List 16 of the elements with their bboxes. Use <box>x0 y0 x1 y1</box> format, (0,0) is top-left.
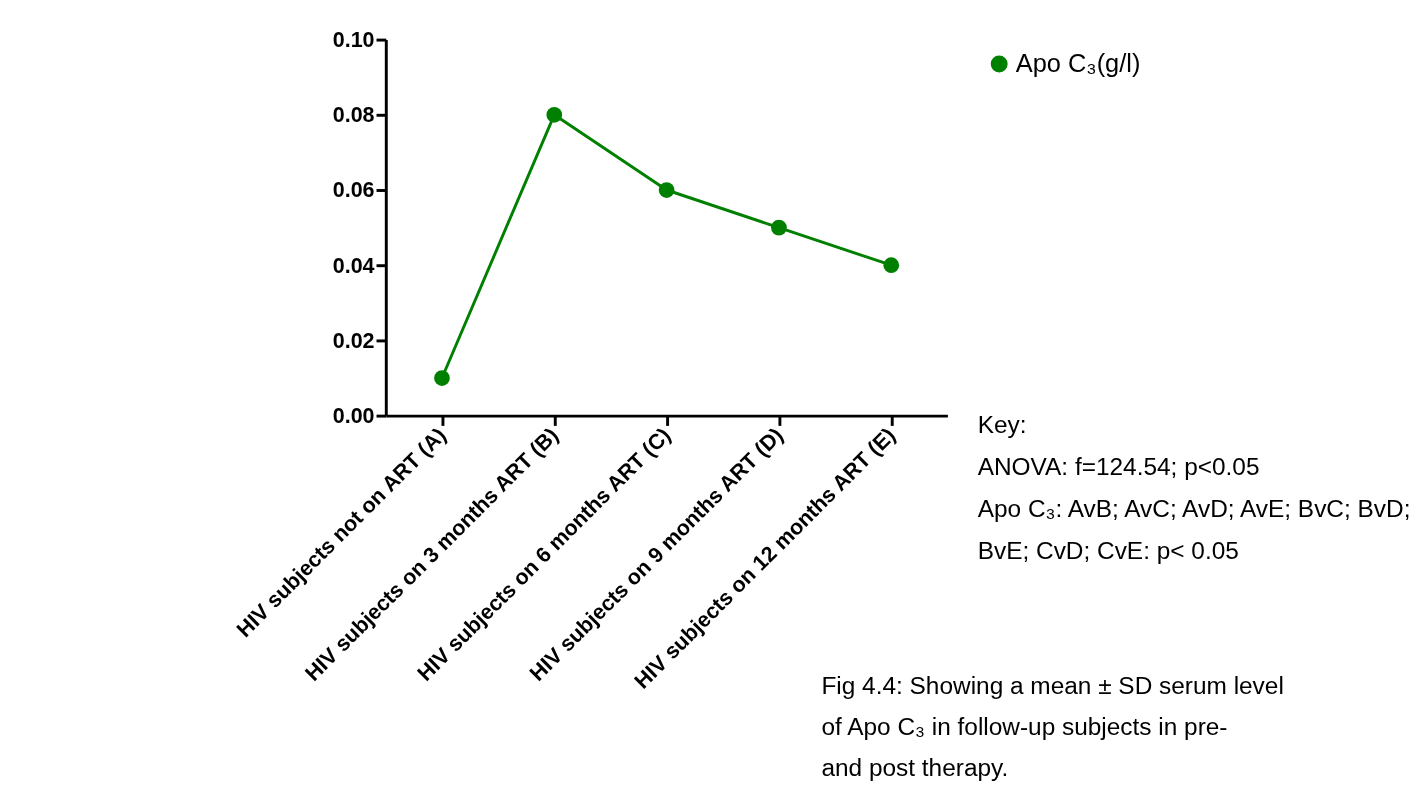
y-tick-label: 0.10 <box>332 27 375 52</box>
y-tick-label: 0.02 <box>332 328 375 353</box>
point <box>434 370 450 386</box>
y-tick-label: 0.04 <box>332 253 375 278</box>
y-tick-label: 0.00 <box>332 403 375 428</box>
y-tick-label: 0.08 <box>332 103 375 128</box>
text: ANOVA: f=124.54; p<0.05 <box>977 453 1260 481</box>
point <box>658 182 675 198</box>
text: Key: <box>977 411 1027 439</box>
point <box>883 257 900 274</box>
caption: Fig 4.4: Showing a mean ± SD serum level of Apo C₃ in follow-up subjects in pre- and post therapy. <box>821 671 1284 782</box>
legend-label: Apo C₃(g/l) <box>1015 48 1141 77</box>
point <box>771 219 787 236</box>
y-tick-label: 0.06 <box>332 178 375 203</box>
text: Apo C₃: AvB; AvC; AvD; AvE; BvC; BvD; BvE; CvD; CvE: p< 0.05 <box>977 495 1411 565</box>
point <box>546 106 563 123</box>
